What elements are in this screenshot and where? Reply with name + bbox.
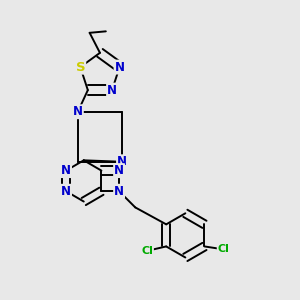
Text: N: N — [73, 105, 83, 118]
Text: N: N — [114, 164, 124, 177]
Text: N: N — [114, 185, 124, 198]
Text: Cl: Cl — [218, 244, 230, 254]
Text: N: N — [61, 164, 71, 177]
Text: N: N — [117, 155, 127, 168]
Text: S: S — [76, 61, 85, 74]
Text: N: N — [107, 84, 117, 97]
Text: N: N — [61, 185, 71, 198]
Text: N: N — [115, 61, 124, 74]
Text: Cl: Cl — [141, 246, 153, 256]
